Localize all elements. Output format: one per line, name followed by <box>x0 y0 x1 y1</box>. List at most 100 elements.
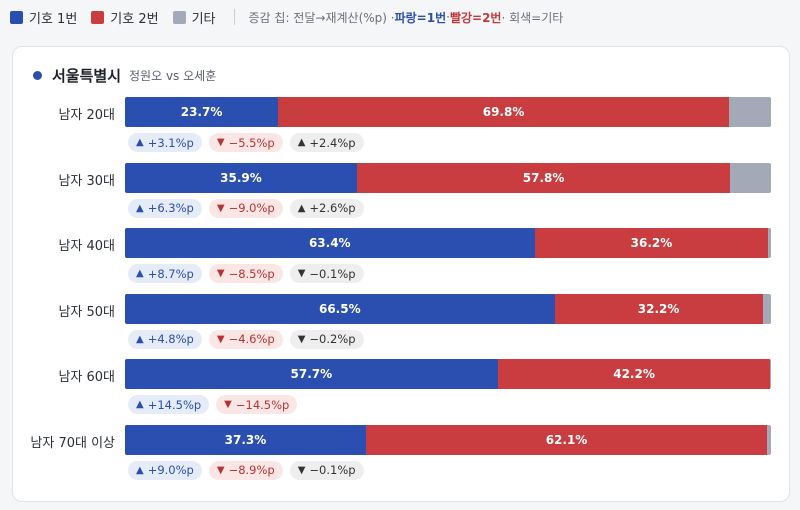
data-label: 36.2% <box>630 236 673 250</box>
stacked-bar: 37.3% 62.1% <box>125 424 771 455</box>
change-chip-blue: ▲ +3.1%p <box>128 133 202 152</box>
region-name: 서울특별시 <box>52 67 122 85</box>
data-label: 66.5% <box>318 301 361 316</box>
change-value: −4.6%p <box>228 332 275 346</box>
legend-item-party-1: 기호 1번 <box>10 8 77 27</box>
triangle-up-icon: ▲ <box>136 333 144 345</box>
note-prefix: 증감 칩: 전달→재계산(%p) · <box>248 10 395 25</box>
bar-segment-party-1: 63.4% <box>125 228 535 258</box>
card-title: 서울특별시 정원오 vs 오세훈 <box>33 65 216 86</box>
triangle-up-icon: ▲ <box>136 137 144 148</box>
triangle-up-icon: ▲ <box>136 464 144 476</box>
note-blue: 파랑=1번 <box>394 10 447 25</box>
change-chip-blue: ▲ +14.5%p <box>128 395 210 414</box>
change-value: −0.1%p <box>309 266 356 281</box>
legend-label-other: 기타 <box>191 11 216 27</box>
bar-segment-party-2: 62.1% <box>365 424 768 455</box>
change-value: −0.2%p <box>309 332 356 346</box>
triangle-down-icon: ▼ <box>297 333 306 345</box>
change-chips: ▲ +4.8%p ▼ −4.6%p ▼ −0.2%p <box>128 329 364 349</box>
change-value: +4.8%p <box>147 332 194 346</box>
note-red: 빨강=2번 <box>449 10 502 25</box>
triangle-down-icon: ▼ <box>216 333 225 345</box>
data-label: 37.3% <box>224 432 267 447</box>
bar-segment-other <box>729 97 771 127</box>
bar-segment-other <box>762 293 771 324</box>
data-label: 42.2% <box>613 367 655 381</box>
change-chip-red: ▼ −9.0%p <box>208 198 283 218</box>
row-label: 남자 30대 <box>58 173 115 189</box>
bar-segment-party-2: 36.2% <box>534 228 769 258</box>
bar-segment-party-1: 35.9% <box>125 162 357 193</box>
legend-label-party-2: 기호 2번 <box>110 11 159 27</box>
triangle-down-icon: ▼ <box>216 268 225 279</box>
bar-segment-party-2: 32.2% <box>554 293 763 324</box>
bar-segment-party-1: 37.3% <box>125 424 366 455</box>
data-label: 69.8% <box>482 105 525 119</box>
triangle-up-icon: ▲ <box>136 399 144 410</box>
data-label: 57.8% <box>522 170 565 185</box>
bar-segment-party-2: 42.2% <box>497 359 771 389</box>
change-chips: ▲ +9.0%p ▼ −8.9%p ▼ −0.1%p <box>128 460 364 480</box>
triangle-down-icon: ▼ <box>216 464 225 476</box>
change-chip-blue: ▲ +4.8%p <box>128 329 202 349</box>
change-value: −9.0%p <box>228 201 275 215</box>
stacked-bar: 57.7% 42.2% <box>125 359 771 389</box>
change-chip-red: ▼ −14.5%p <box>216 395 298 414</box>
change-value: +14.5%p <box>147 397 202 412</box>
triangle-down-icon: ▼ <box>297 464 306 476</box>
bar-segment-other <box>730 162 771 193</box>
change-chip-red: ▼ −8.5%p <box>208 264 283 283</box>
change-chips: ▲ +14.5%p ▼ −14.5%p <box>128 395 298 414</box>
legend-swatch-other <box>172 10 186 24</box>
row-label: 남자 20대 <box>58 108 115 123</box>
data-label: 32.2% <box>637 301 680 316</box>
data-label: 23.7% <box>180 105 223 119</box>
stacked-bar: 63.4% 36.2% <box>125 228 771 258</box>
region-card: 서울특별시 정원오 vs 오세훈 남자 20대 23.7% 69.8% ▲ +3.1%p… <box>12 46 790 502</box>
triangle-down-icon: ▼ <box>216 137 225 148</box>
change-value: −5.5%p <box>228 135 275 150</box>
change-chips: ▲ +8.7%p ▼ −8.5%p ▼ −0.1%p <box>128 264 364 283</box>
change-value: +8.7%p <box>147 266 194 281</box>
change-chips: ▲ +3.1%p ▼ −5.5%p ▲ +2.4%p <box>128 133 364 152</box>
triangle-down-icon: ▼ <box>224 399 232 410</box>
bar-segment-party-2: 57.8% <box>356 162 731 193</box>
legend-item-party-2: 기호 2번 <box>91 8 159 27</box>
change-chip-blue: ▲ +9.0%p <box>128 460 202 480</box>
legend-swatch-party-2 <box>91 10 105 24</box>
bar-segment-party-2: 69.8% <box>278 97 729 127</box>
change-chip-gray: ▲ +2.6%p <box>289 198 364 218</box>
region-dot-icon <box>33 71 42 80</box>
row-label: 남자 60대 <box>58 370 115 385</box>
triangle-up-icon: ▲ <box>297 202 306 214</box>
change-value: −8.9%p <box>228 463 275 477</box>
bar-segment-other <box>767 424 771 455</box>
note-sep: · <box>446 10 450 24</box>
change-value: +2.4%p <box>309 135 356 150</box>
change-chip-red: ▼ −8.9%p <box>208 460 283 480</box>
data-label: 63.4% <box>308 236 351 250</box>
row-label: 남자 40대 <box>58 239 115 254</box>
bar-segment-party-1: 23.7% <box>125 97 279 127</box>
legend-divider <box>233 9 235 25</box>
legend-swatch-party-1 <box>10 10 23 24</box>
legend-note: 증감 칩: 전달→재계산(%p) · 파랑=1번 · 빨강=2번 · 회색=기타 <box>249 9 564 26</box>
change-value: −8.5%p <box>228 266 275 281</box>
legend-item-other: 기타 <box>172 8 216 27</box>
row-label: 남자 50대 <box>58 304 115 320</box>
triangle-up-icon: ▲ <box>297 137 306 148</box>
change-value: −0.1%p <box>309 463 356 477</box>
stacked-bar: 35.9% 57.8% <box>125 162 771 193</box>
row-label: 남자 70대 이상 <box>30 435 115 451</box>
data-label: 62.1% <box>545 432 588 447</box>
bar-segment-party-1: 57.7% <box>125 359 498 389</box>
note-suffix: · 회색=기타 <box>501 10 564 25</box>
triangle-down-icon: ▼ <box>297 268 306 279</box>
change-chip-blue: ▲ +6.3%p <box>128 198 202 218</box>
stacked-bar: 66.5% 32.2% <box>125 293 771 324</box>
bar-segment-party-1: 66.5% <box>125 293 555 324</box>
change-chip-blue: ▲ +8.7%p <box>128 264 202 283</box>
change-value: +9.0%p <box>147 463 194 477</box>
change-value: +6.3%p <box>147 201 194 215</box>
